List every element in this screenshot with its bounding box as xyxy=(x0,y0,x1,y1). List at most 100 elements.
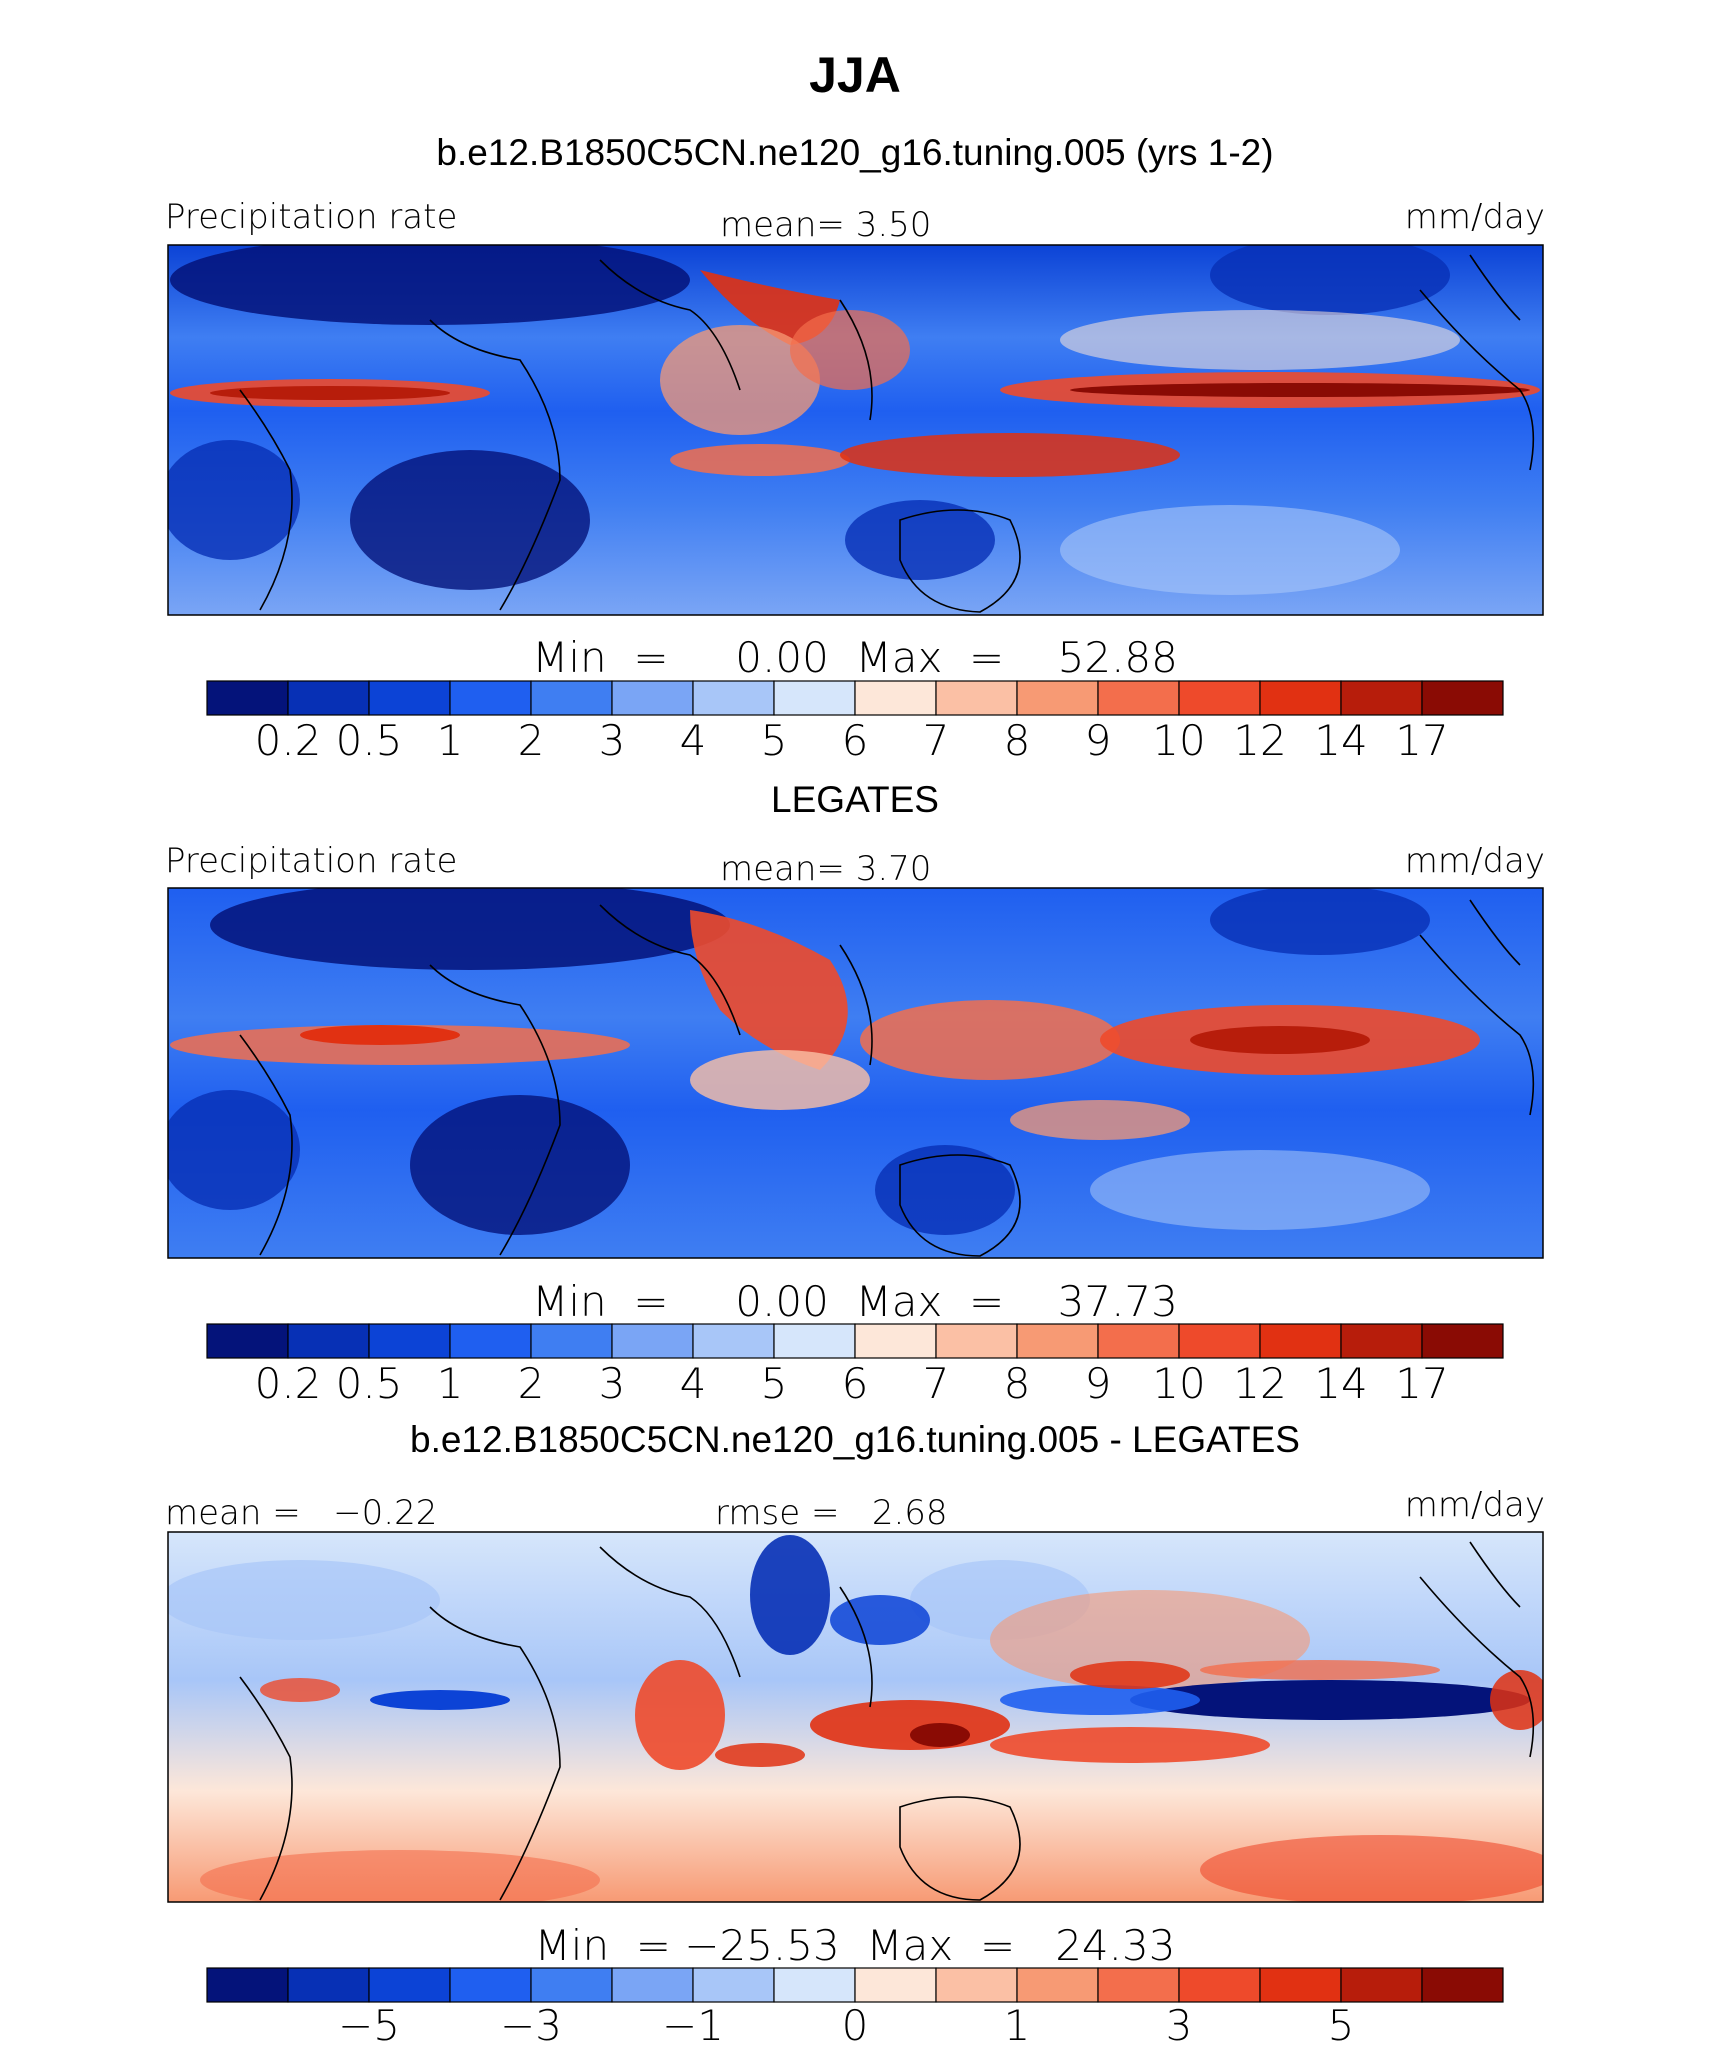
colorbar-tick-label: −3 xyxy=(500,2001,562,2048)
colorbar-tick-label: 7 xyxy=(923,1359,950,1408)
colorbar-box xyxy=(854,1967,937,2003)
colorbar-box xyxy=(935,1967,1018,2003)
colorbar-tick-label: 4 xyxy=(680,1359,707,1408)
colorbar-tick-label: 9 xyxy=(1085,1359,1112,1408)
colorbar-box xyxy=(206,1323,289,1359)
colorbar-box xyxy=(530,1323,613,1359)
colorbar-box xyxy=(773,1323,856,1359)
map-field xyxy=(168,1532,1543,1902)
colorbar-box xyxy=(1259,1967,1342,2003)
colorbar-box xyxy=(1016,1323,1099,1359)
colorbar-box xyxy=(368,1967,451,2003)
colorbar-tick-label: 0.5 xyxy=(336,1359,403,1408)
colorbar-box xyxy=(1340,1323,1423,1359)
colorbar-box xyxy=(1097,680,1180,716)
colorbar-tick-label: 8 xyxy=(1004,1359,1031,1408)
colorbar-tick-label: 5 xyxy=(761,716,788,765)
mean-label: mean = −0.22 xyxy=(165,1493,437,1533)
mean-label: mean= 3.50 xyxy=(720,205,931,245)
units-label: mm/day xyxy=(1405,197,1545,237)
colorbar-box xyxy=(1259,1323,1342,1359)
colorbar-box xyxy=(1421,1323,1504,1359)
colorbar-box xyxy=(287,680,370,716)
colorbar-tick-label: 17 xyxy=(1395,716,1448,765)
colorbar: −5 −3 −1 0 1 3 5 xyxy=(206,1967,1504,2048)
colorbar-box xyxy=(368,680,451,716)
colorbar-tick-label: 0 xyxy=(842,2001,869,2048)
colorbar-tick-label: 10 xyxy=(1152,716,1205,765)
colorbar-box xyxy=(692,1323,775,1359)
colorbar-tick-label: 0.2 xyxy=(255,1359,322,1408)
colorbar-box xyxy=(368,1323,451,1359)
colorbar-box xyxy=(206,1967,289,2003)
colorbar-box xyxy=(1421,1967,1504,2003)
colorbar-box xyxy=(611,680,694,716)
colorbar-box xyxy=(1016,680,1099,716)
colorbar-tick-label: 3 xyxy=(599,716,626,765)
rmse-label: rmse = 2.68 xyxy=(715,1493,948,1533)
colorbar-box xyxy=(530,1967,613,2003)
colorbar-box xyxy=(1097,1323,1180,1359)
colorbar-box xyxy=(611,1323,694,1359)
colorbar-box xyxy=(692,1967,775,2003)
colorbar-box xyxy=(1340,680,1423,716)
map-field xyxy=(168,245,1543,615)
minmax-label: Min = −25.53 Max = 24.33 xyxy=(535,1921,1176,1970)
colorbar-tick-label: 14 xyxy=(1314,716,1367,765)
colorbar-box xyxy=(773,1967,856,2003)
colorbar-box xyxy=(854,1323,937,1359)
colorbar-tick-label: 8 xyxy=(1004,716,1031,765)
units-label: mm/day xyxy=(1405,841,1545,881)
variable-label: Precipitation rate xyxy=(165,197,457,237)
colorbar: 0.2 0.5 1 2 3 4 5 6 7 8 9 10 12 14 17 xyxy=(206,1323,1504,1408)
colorbar-box xyxy=(1097,1967,1180,2003)
colorbar-tick-label: 6 xyxy=(842,1359,869,1408)
colorbar-box xyxy=(1259,680,1342,716)
colorbar-tick-label: 2 xyxy=(518,1359,545,1408)
colorbar-box xyxy=(449,1323,532,1359)
colorbar-tick-label: 5 xyxy=(1328,2001,1355,2048)
colorbar-tick-label: 0.5 xyxy=(336,716,403,765)
colorbar-tick-label: 14 xyxy=(1314,1359,1367,1408)
colorbar-tick-label: 10 xyxy=(1152,1359,1205,1408)
panel-title: b.e12.B1850C5CN.ne120_g16.tuning.005 - L… xyxy=(410,1419,1300,1460)
units-label: mm/day xyxy=(1405,1485,1545,1525)
colorbar-tick-label: 4 xyxy=(680,716,707,765)
colorbar-box xyxy=(449,1967,532,2003)
mean-label: mean= 3.70 xyxy=(720,849,931,889)
colorbar-box xyxy=(692,680,775,716)
colorbar-box xyxy=(935,1323,1018,1359)
colorbar-tick-label: 3 xyxy=(599,1359,626,1408)
colorbar-tick-label: 6 xyxy=(842,716,869,765)
colorbar-tick-label: 1 xyxy=(1004,2001,1031,2048)
colorbar-tick-label: −1 xyxy=(662,2001,724,2048)
colorbar: 0.2 0.5 1 2 3 4 5 6 7 8 9 10 12 14 17 xyxy=(206,680,1504,765)
colorbar-tick-label: 1 xyxy=(437,716,464,765)
figure-title: JJA xyxy=(809,47,901,103)
colorbar-box xyxy=(1178,1323,1261,1359)
colorbar-tick-label: 12 xyxy=(1233,1359,1286,1408)
colorbar-tick-label: 7 xyxy=(923,716,950,765)
colorbar-tick-label: 3 xyxy=(1166,2001,1193,2048)
colorbar-box xyxy=(854,680,937,716)
panel-observations: LEGATES Precipitation rate mean= 3.70 mm… xyxy=(165,779,1545,1408)
colorbar-box xyxy=(1178,680,1261,716)
panel-title: b.e12.B1850C5CN.ne120_g16.tuning.005 (yr… xyxy=(436,132,1273,173)
minmax-label: Min = 0.00 Max = 52.88 xyxy=(532,633,1178,682)
colorbar-box xyxy=(1340,1967,1423,2003)
colorbar-tick-label: 17 xyxy=(1395,1359,1448,1408)
colorbar-tick-label: −5 xyxy=(338,2001,400,2048)
colorbar-box xyxy=(1016,1967,1099,2003)
colorbar-box xyxy=(935,680,1018,716)
map-field xyxy=(168,888,1543,1258)
colorbar-tick-label: 1 xyxy=(437,1359,464,1408)
colorbar-box xyxy=(206,680,289,716)
colorbar-tick-label: 0.2 xyxy=(255,716,322,765)
colorbar-box xyxy=(287,1323,370,1359)
colorbar-tick-label: 9 xyxy=(1085,716,1112,765)
colorbar-box xyxy=(1178,1967,1261,2003)
panel-model: b.e12.B1850C5CN.ne120_g16.tuning.005 (yr… xyxy=(165,132,1545,765)
colorbar-box xyxy=(773,680,856,716)
panel-title: LEGATES xyxy=(771,779,939,820)
